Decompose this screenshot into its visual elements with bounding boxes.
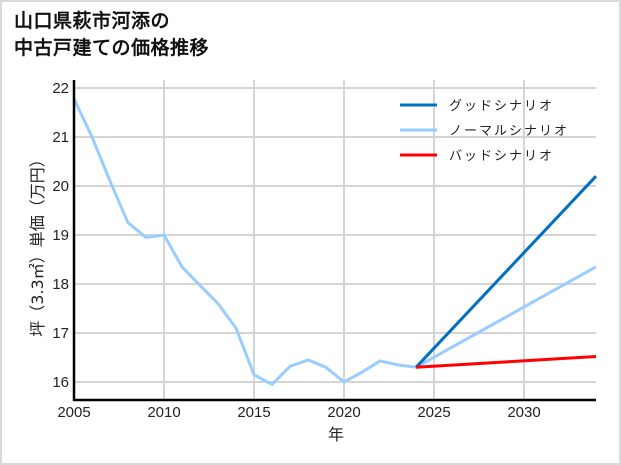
x-tick-label: 2010: [147, 404, 180, 421]
y-tick-label: 20: [52, 178, 69, 195]
series-line-projection-2: [415, 265, 597, 369]
y-tick-label: 19: [52, 227, 69, 244]
series-line-projection-1: [414, 175, 598, 369]
legend-label: グッドシナリオ: [449, 99, 554, 114]
x-tick-label: 2030: [507, 404, 540, 421]
legend-item: グッドシナリオ: [400, 99, 554, 114]
grid-lines: [74, 80, 596, 400]
y-tick-label: 17: [52, 325, 69, 342]
chart-title-line-2: 中古戸建ての価格推移: [14, 37, 210, 59]
y-tick-label: 21: [52, 129, 69, 146]
chart-title: 山口県萩市河添の 中古戸建ての価格推移: [14, 8, 209, 62]
legend-item: バッドシナリオ: [400, 149, 554, 164]
x-tick-label: 2020: [327, 404, 360, 421]
axes: [72, 80, 596, 402]
y-axis-ticks: 16 17 18 19 20 21 22: [52, 80, 69, 391]
x-axis-ticks: 2005 2010 2015 2020 2025 2030: [57, 404, 540, 421]
y-tick-label: 16: [52, 374, 69, 391]
x-axis-label: 年: [328, 425, 344, 444]
x-tick-label: 2025: [417, 404, 450, 421]
chart-title-line-1: 山口県萩市河添の: [14, 10, 171, 32]
legend-label: ノーマルシナリオ: [449, 124, 569, 139]
legend-label: バッドシナリオ: [449, 149, 554, 164]
series-line-projection-3: [415, 355, 597, 369]
legend-item: ノーマルシナリオ: [400, 124, 569, 139]
x-tick-label: 2015: [237, 404, 270, 421]
y-tick-label: 18: [52, 276, 69, 293]
y-axis-label: 坪（3.3㎡）単価（万円）: [28, 151, 47, 336]
series-lines: [72, 98, 598, 386]
y-tick-label: 22: [52, 80, 69, 97]
x-tick-label: 2005: [57, 404, 90, 421]
series-line-historical: [72, 98, 417, 386]
